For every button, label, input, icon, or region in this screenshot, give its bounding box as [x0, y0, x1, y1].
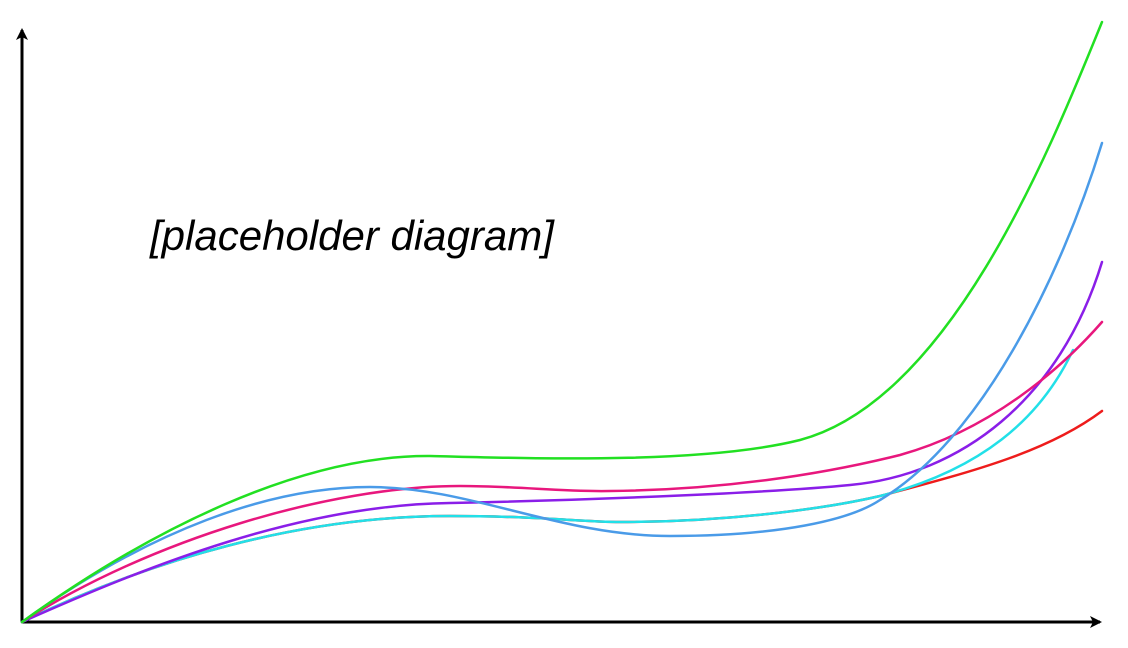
curve-cyan [20, 348, 1075, 624]
placeholder-label: [placeholder diagram] [149, 212, 555, 259]
curve-blue [20, 141, 1104, 624]
curve-green [20, 20, 1104, 624]
curve-purple [20, 260, 1104, 624]
curve-red [20, 409, 1104, 624]
curve-magenta [20, 320, 1104, 624]
